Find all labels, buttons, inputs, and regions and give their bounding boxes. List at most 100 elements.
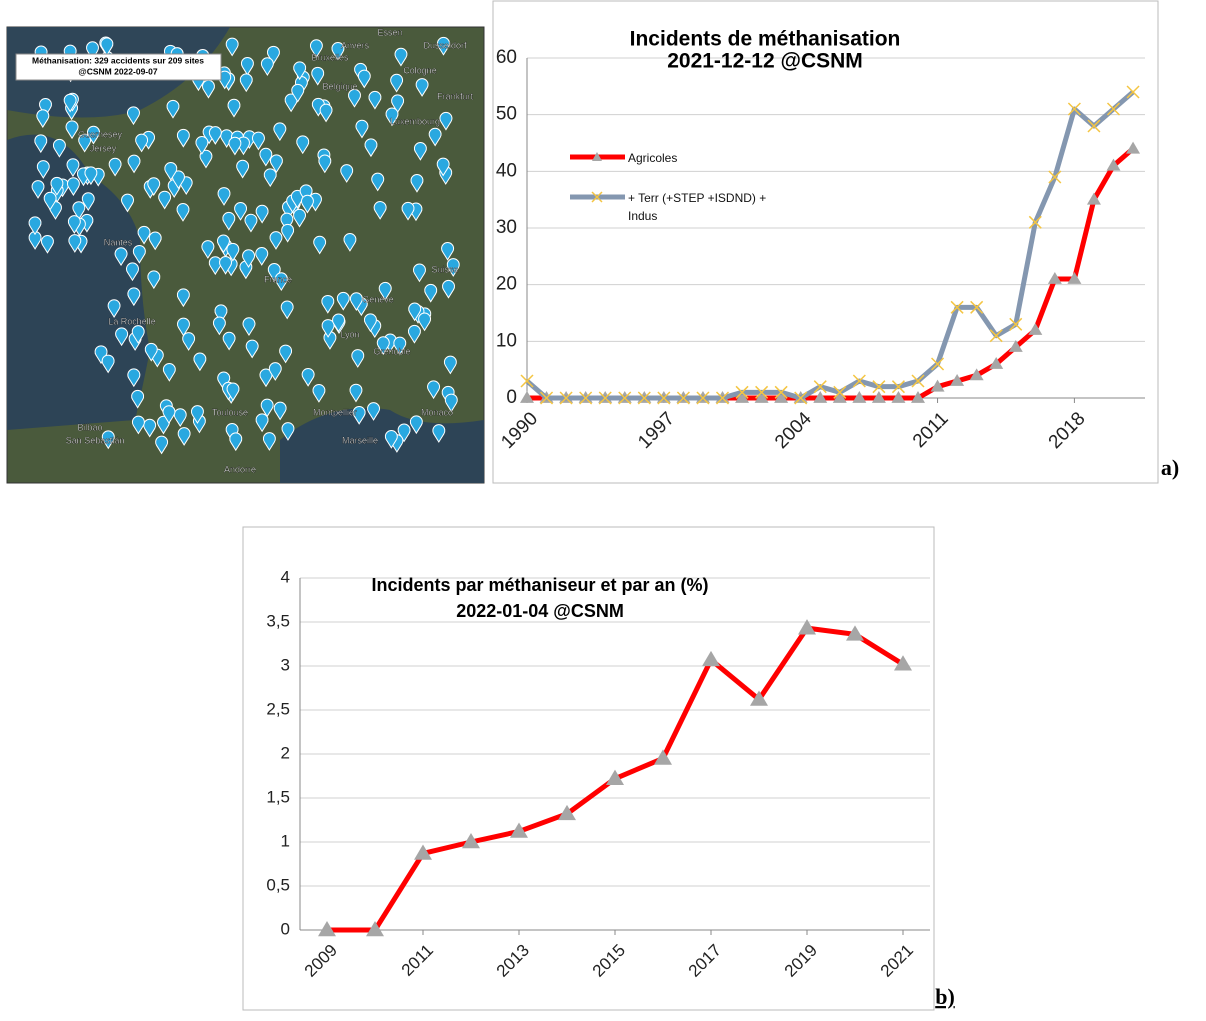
map-pin xyxy=(357,69,371,89)
place-label: Guernesey xyxy=(78,129,123,139)
map-pin xyxy=(193,352,207,372)
map-pin xyxy=(100,37,114,57)
map-pin xyxy=(266,45,280,65)
map-pin xyxy=(384,430,398,449)
point-marker xyxy=(520,391,534,403)
place-label: Frankfurt xyxy=(437,91,474,101)
place-label: San Sebastián xyxy=(66,435,125,445)
point-marker xyxy=(558,804,576,821)
chart-b-frame xyxy=(242,526,935,1011)
map-pin xyxy=(72,201,86,220)
y-tick-label: 10 xyxy=(496,330,517,351)
map-pin xyxy=(269,154,283,174)
place-label: Bruxelles xyxy=(311,52,349,62)
point-marker xyxy=(414,844,432,860)
point-marker xyxy=(1067,102,1081,116)
map-pin xyxy=(239,73,253,93)
map-pin xyxy=(52,138,66,158)
map-pin xyxy=(225,423,239,442)
map-pin xyxy=(226,242,240,262)
map-pin xyxy=(439,111,453,131)
place-label: Luxembourg xyxy=(390,116,440,126)
map-pin xyxy=(176,203,190,222)
map-pin xyxy=(158,190,172,210)
map-pin xyxy=(65,120,79,140)
map-pin xyxy=(182,332,196,351)
legend-entry: + Terr (+STEP +ISDND) + Indus xyxy=(628,191,766,223)
map-pin xyxy=(319,103,333,123)
map-pin xyxy=(313,235,327,255)
map-pin xyxy=(31,180,45,199)
map-pin xyxy=(108,157,122,177)
map-pin xyxy=(260,57,274,76)
point-marker xyxy=(931,357,945,371)
map-pin xyxy=(244,213,258,233)
map-pin xyxy=(415,78,429,97)
point-marker xyxy=(657,391,671,405)
map-pin xyxy=(260,398,274,418)
map-pin xyxy=(273,122,287,142)
y-tick-label: 1 xyxy=(281,831,290,850)
y-tick-label: 2,5 xyxy=(266,699,290,718)
point-marker xyxy=(715,391,730,405)
point-marker xyxy=(654,749,672,765)
map-pin xyxy=(432,424,446,443)
map-pin xyxy=(225,37,239,57)
point-marker xyxy=(540,391,554,405)
place-label: Genève xyxy=(362,294,394,304)
point-marker xyxy=(969,368,984,381)
map-pin xyxy=(127,154,141,174)
place-label: Suisse xyxy=(431,264,458,274)
panel-label: a) xyxy=(1161,455,1179,480)
map-pin xyxy=(68,234,82,253)
point-marker xyxy=(1086,192,1101,205)
map-pin xyxy=(255,247,269,266)
map-pin xyxy=(226,382,240,402)
point-marker xyxy=(950,374,965,386)
point-marker xyxy=(462,833,480,849)
point-marker xyxy=(1126,85,1140,99)
map-pin xyxy=(131,415,145,435)
place-label: France xyxy=(264,274,292,284)
point-marker xyxy=(774,385,788,399)
y-tick-label: 40 xyxy=(496,160,517,181)
point-marker xyxy=(618,391,632,405)
map-pin xyxy=(219,256,233,275)
point-marker xyxy=(891,380,905,394)
map-pin xyxy=(321,295,335,314)
map-pin xyxy=(280,300,294,320)
point-marker xyxy=(1028,215,1042,229)
map-pin xyxy=(50,176,64,196)
map-pin xyxy=(148,231,162,251)
y-tick-label: 20 xyxy=(496,274,517,295)
map-pin xyxy=(301,368,315,387)
map-pin xyxy=(259,147,273,167)
map-pin xyxy=(407,325,421,344)
point-marker xyxy=(637,391,651,405)
map-pin xyxy=(318,154,332,174)
map-pin xyxy=(348,88,361,108)
map-pin xyxy=(190,405,204,424)
map-pin xyxy=(410,174,424,193)
y-tick-label: 50 xyxy=(496,104,517,125)
map-pin xyxy=(94,345,108,365)
map-pin xyxy=(171,170,185,190)
map-pin xyxy=(355,119,369,139)
chart-a-frame xyxy=(492,0,1159,484)
place-label: Anvers xyxy=(341,40,370,50)
y-tick-label: 2 xyxy=(281,743,290,762)
map-pin xyxy=(87,125,100,145)
map-pin xyxy=(340,164,354,183)
map-pin xyxy=(101,354,115,374)
map-pin xyxy=(67,215,81,234)
map-pin xyxy=(147,177,161,197)
place-label: Jersey xyxy=(90,143,117,153)
map-pin xyxy=(177,427,191,446)
point-marker xyxy=(1009,317,1023,331)
map-pin xyxy=(428,127,442,147)
map-pin xyxy=(291,83,305,103)
chart-title: Incidents de méthanisation xyxy=(630,28,901,51)
map-pin xyxy=(255,413,269,433)
map-pin xyxy=(349,292,363,312)
